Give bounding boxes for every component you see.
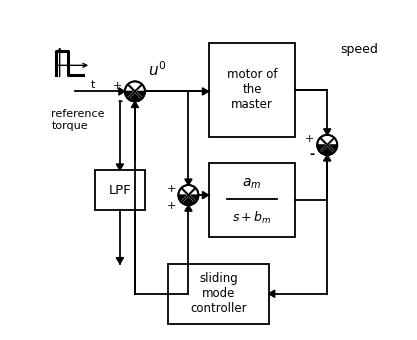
Polygon shape: [116, 258, 123, 264]
Text: $a_m$: $a_m$: [242, 177, 261, 191]
Polygon shape: [125, 91, 145, 101]
Text: +: +: [113, 81, 122, 91]
Text: speed: speed: [341, 43, 379, 56]
Text: reference
torque: reference torque: [51, 109, 105, 131]
Polygon shape: [178, 195, 198, 205]
Text: +: +: [166, 201, 176, 211]
Text: motor of
the
master: motor of the master: [227, 68, 277, 111]
Polygon shape: [185, 205, 192, 211]
Polygon shape: [269, 290, 275, 298]
Bar: [168, 264, 269, 324]
Bar: [208, 163, 296, 237]
Polygon shape: [203, 88, 208, 95]
Text: LPF: LPF: [108, 184, 131, 197]
Text: $s + b_m$: $s + b_m$: [232, 209, 272, 225]
Polygon shape: [185, 179, 192, 185]
Polygon shape: [324, 155, 331, 161]
Text: +: +: [166, 184, 176, 194]
Polygon shape: [317, 145, 337, 155]
Polygon shape: [203, 191, 208, 199]
Text: -: -: [309, 149, 314, 162]
Text: $u^0$: $u^0$: [148, 60, 167, 79]
Circle shape: [317, 135, 337, 155]
Text: +: +: [305, 134, 314, 144]
Circle shape: [178, 185, 198, 205]
Polygon shape: [324, 129, 331, 135]
Bar: [208, 43, 296, 137]
Polygon shape: [116, 164, 123, 170]
Polygon shape: [119, 88, 125, 95]
Text: sliding
mode
controller: sliding mode controller: [190, 272, 247, 315]
Text: -: -: [117, 95, 122, 108]
Polygon shape: [131, 101, 138, 107]
Bar: [95, 170, 145, 210]
Circle shape: [125, 81, 145, 101]
Text: t: t: [91, 80, 95, 90]
